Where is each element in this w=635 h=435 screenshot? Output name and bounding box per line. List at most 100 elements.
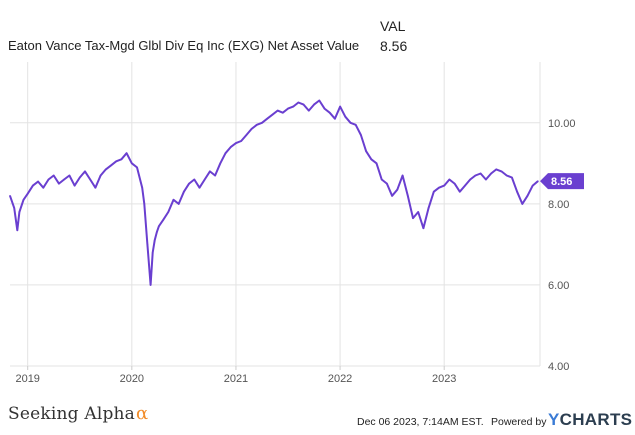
series-point [261, 122, 263, 124]
series-point [84, 170, 86, 173]
series-point [224, 152, 227, 154]
series-point [500, 170, 503, 173]
series-point [255, 124, 258, 126]
current-value-marker: 8.56 [540, 173, 584, 190]
series-point [328, 111, 331, 114]
series-point [32, 184, 34, 187]
x-tick-label: 2020 [120, 373, 144, 385]
series-point [229, 146, 232, 148]
series-point [443, 184, 446, 187]
series-point [16, 229, 19, 231]
series-point [490, 172, 492, 175]
series-point [308, 109, 310, 112]
powered-by-text: Powered by [491, 416, 547, 428]
series-point [203, 178, 206, 181]
series-point [266, 117, 269, 120]
series-point [396, 188, 399, 191]
series-point [9, 195, 11, 197]
series-point [495, 168, 498, 171]
x-tick-label: 2022 [328, 373, 352, 385]
series-point [68, 174, 71, 177]
series-point [94, 186, 97, 189]
series-point [531, 184, 534, 187]
series-point [146, 243, 149, 246]
series-point [292, 105, 295, 108]
series-point [143, 203, 146, 205]
x-axis-ticks: 2019 2020 2021 2022 2023 [15, 373, 456, 385]
series-point [250, 128, 253, 130]
series-point [158, 225, 160, 227]
series-point [422, 227, 425, 229]
series-point [13, 207, 15, 209]
legend-column-header: VAL [380, 18, 406, 34]
series-point [412, 217, 414, 219]
series-point [151, 251, 154, 254]
series-point [188, 182, 190, 185]
series-point [131, 162, 133, 165]
series-point [105, 168, 107, 171]
series-point [214, 174, 216, 177]
series-point [459, 190, 461, 193]
series-point [37, 180, 39, 183]
series-point [162, 219, 164, 221]
series-point [245, 134, 248, 136]
series-point [479, 172, 482, 175]
series-point [219, 162, 222, 165]
series-point [516, 190, 518, 193]
x-tick-label: 2023 [432, 373, 456, 385]
legend-series-name: Eaton Vance Tax-Mgd Glbl Div Eq Inc (EXG… [8, 38, 360, 53]
series-point [380, 178, 383, 181]
y-tick-label: 8.00 [548, 199, 569, 211]
y-tick-label: 10.00 [548, 118, 576, 130]
series-point [167, 211, 170, 213]
series-point [63, 178, 65, 181]
ycharts-y-icon: Y [548, 410, 560, 429]
series-point [193, 178, 196, 181]
series-point [339, 105, 341, 108]
alpha-icon: α [136, 403, 149, 424]
series-point [354, 124, 357, 126]
series-point [99, 174, 102, 177]
series-point [110, 164, 112, 167]
series-point [370, 158, 373, 161]
series-point [323, 107, 326, 110]
series-point [526, 195, 529, 197]
series-point [271, 113, 274, 116]
series-point [386, 182, 388, 185]
series-point [427, 207, 430, 209]
series-point [276, 109, 279, 112]
series-point [120, 158, 123, 161]
series-point [177, 203, 180, 205]
series-point [448, 178, 451, 181]
series-point [407, 195, 409, 197]
series-point [153, 239, 156, 242]
ycharts-text: CHARTS [559, 410, 633, 429]
x-tick-label: 2019 [15, 373, 39, 385]
legend-series-value: 8.56 [380, 38, 408, 54]
y-axis-ticks: 4.00 6.00 8.00 10.00 [548, 118, 576, 373]
series-point [115, 160, 117, 163]
series-point [198, 186, 201, 189]
series-point [511, 176, 513, 179]
series-point [365, 150, 367, 152]
series-point [149, 284, 152, 286]
series-point [183, 190, 185, 193]
series-point [79, 176, 81, 179]
series-point [209, 170, 211, 173]
series-point [42, 186, 45, 189]
series-point [89, 178, 91, 181]
series-point [391, 195, 393, 197]
y-tick-label: 4.00 [548, 361, 569, 373]
series-point [141, 186, 143, 189]
series-point [313, 103, 315, 106]
ycharts-logo: YCHARTS [548, 410, 632, 430]
line-chart: 4.00 6.00 8.00 10.00 2019 2020 2021 2022 2023 8… [9, 62, 584, 385]
series-point [73, 184, 76, 187]
series-point [485, 178, 487, 181]
series-point [349, 122, 352, 124]
series-point [474, 174, 477, 177]
series-point [375, 162, 378, 165]
y-tick-label: 6.00 [548, 280, 569, 292]
x-tick-label: 2021 [224, 373, 248, 385]
series-point [18, 211, 21, 213]
